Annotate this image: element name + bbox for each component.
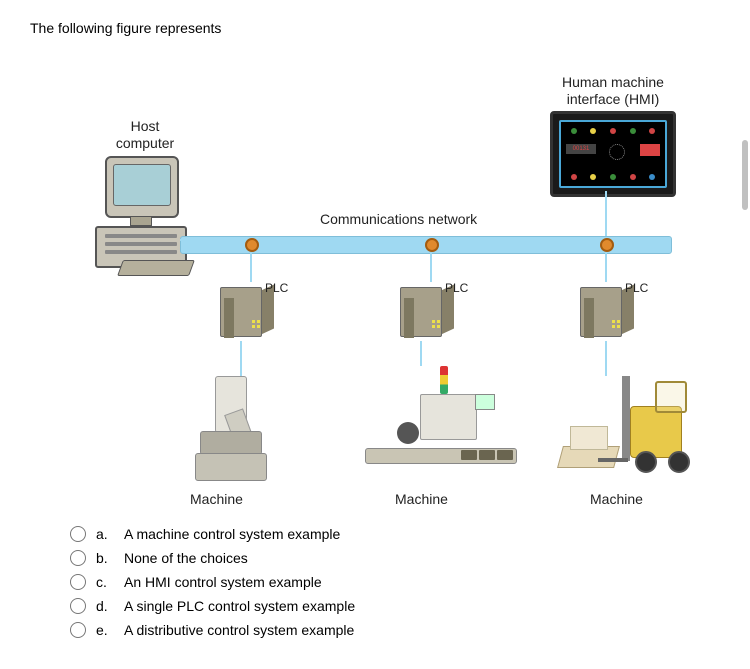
hmi-link [605,191,607,236]
radio-icon[interactable] [70,574,86,590]
hmi-label: Human machine interface (HMI) [538,74,688,108]
option-e[interactable]: e. A distributive control system example [70,622,720,638]
host-label: Host computer [105,118,185,152]
option-a[interactable]: a. A machine control system example [70,526,720,542]
machine-mill-icon [180,376,280,486]
hmi-led-row-bottom [566,174,660,180]
machine-label: Machine [590,491,643,507]
hmi-readout: 00131 [566,144,596,154]
option-c[interactable]: c. An HMI control system example [70,574,720,590]
option-letter: c. [96,574,114,590]
radio-icon[interactable] [70,550,86,566]
option-text: A distributive control system example [124,622,354,638]
option-d[interactable]: d. A single PLC control system example [70,598,720,614]
network-node [425,238,439,252]
network-node [245,238,259,252]
option-text: None of the choices [124,550,248,566]
radio-icon[interactable] [70,598,86,614]
host-link [180,239,200,241]
network-node [600,238,614,252]
option-letter: d. [96,598,114,614]
plc-link [605,252,607,282]
radio-icon[interactable] [70,622,86,638]
plc-label: PLC [265,281,288,295]
option-text: An HMI control system example [124,574,322,590]
communications-label: Communications network [320,211,477,227]
hmi-panel-icon: 00131 [550,111,676,197]
plc-icon: PLC [220,281,280,341]
option-text: A single PLC control system example [124,598,355,614]
radio-icon[interactable] [70,526,86,542]
option-text: A machine control system example [124,526,340,542]
plc-label: PLC [625,281,648,295]
hmi-led-row-top [566,128,660,134]
machine-label: Machine [395,491,448,507]
machine-conveyor-icon [365,366,515,486]
answer-options: a. A machine control system example b. N… [70,526,720,638]
system-diagram: Host computer Human machine interface (H… [30,56,710,496]
scrollbar-thumb[interactable] [742,140,748,210]
plc-link [430,252,432,282]
option-letter: a. [96,526,114,542]
machine-link [240,341,242,376]
plc-label: PLC [445,281,468,295]
option-letter: b. [96,550,114,566]
question-prompt: The following figure represents [30,20,720,36]
machine-link [420,341,422,366]
host-computer-icon [90,156,200,276]
plc-link [250,252,252,282]
option-b[interactable]: b. None of the choices [70,550,720,566]
machine-forklift-icon [560,376,710,486]
machine-link [605,341,607,376]
plc-icon: PLC [580,281,640,341]
machine-label: Machine [190,491,243,507]
plc-icon: PLC [400,281,460,341]
option-letter: e. [96,622,114,638]
